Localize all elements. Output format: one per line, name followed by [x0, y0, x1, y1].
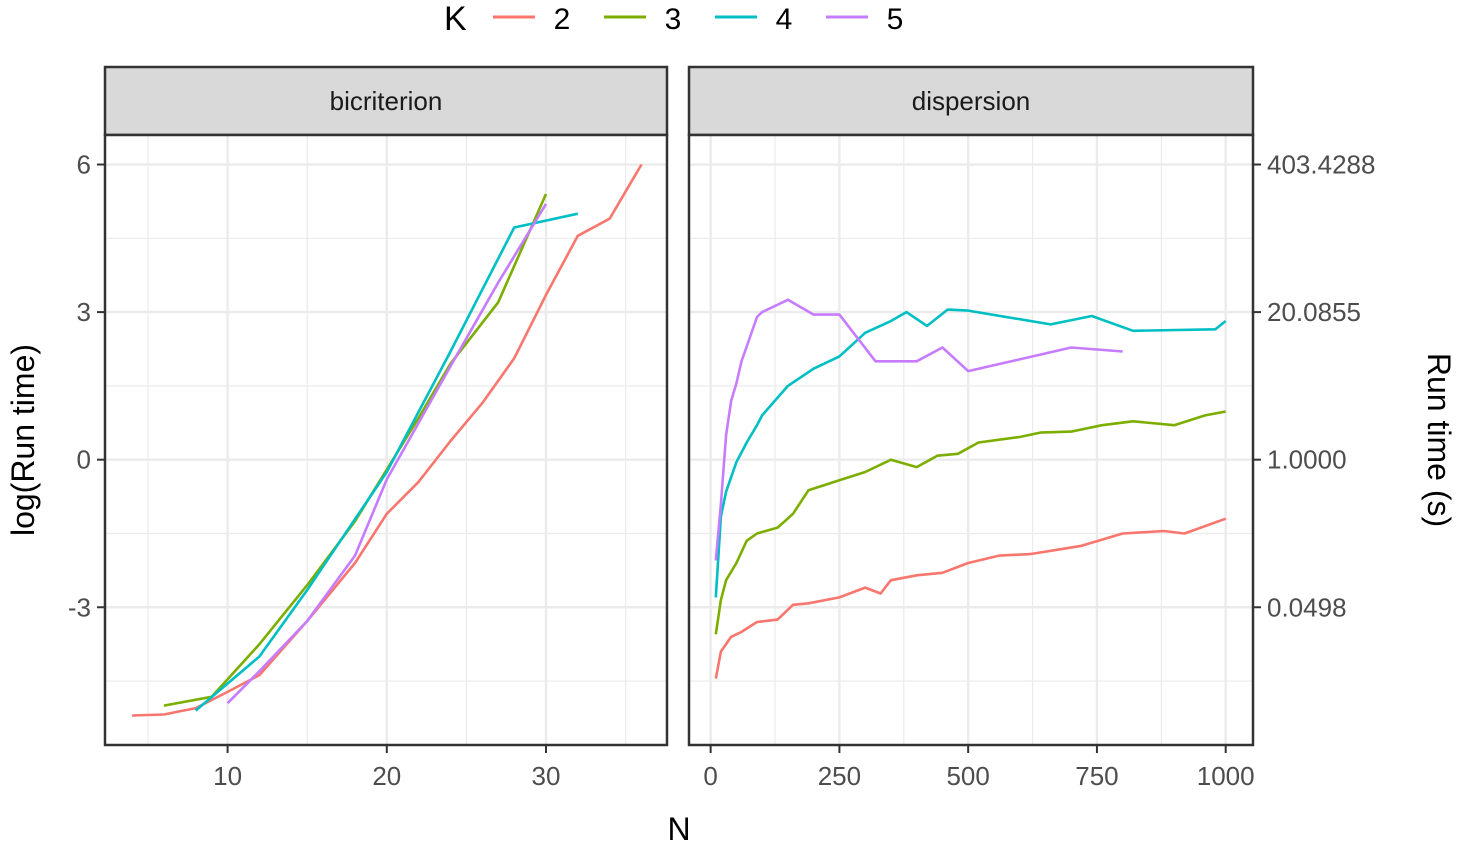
strip-label: bicriterion [330, 86, 443, 116]
x-axis-title: N [667, 811, 690, 842]
legend-label: 4 [776, 3, 793, 36]
strip-header [687, 65, 1255, 137]
series-line-k2 [132, 163, 643, 717]
x-axis: 0 250 500 750 1000 [703, 745, 1255, 791]
legend-label: 3 [665, 3, 682, 36]
x-tick-label: 30 [532, 761, 561, 791]
legend-item-k5: 5 [826, 3, 903, 36]
y-axis-title: log(Run time) [5, 344, 41, 536]
y-secondary-tick-label: 1.0000 [1267, 445, 1347, 475]
gridlines [105, 135, 667, 745]
x-tick-label: 250 [818, 761, 861, 791]
legend-item-k3: 3 [604, 3, 681, 36]
x-tick-label: 500 [946, 761, 989, 791]
x-tick-label: 20 [372, 761, 401, 791]
plot-area [689, 135, 1253, 745]
y-secondary-tick-label: 403.4288 [1267, 150, 1375, 180]
y-tick-label: 0 [77, 445, 91, 475]
legend-item-k2: 2 [493, 3, 570, 36]
y-axis-secondary: 403.4288 20.0855 1.0000 0.0498 [1253, 150, 1375, 622]
legend-label: 2 [554, 3, 571, 36]
series-line-k5 [226, 203, 548, 705]
legend-label: 5 [887, 3, 904, 36]
series-line-k5 [714, 298, 1123, 561]
panel-border [687, 133, 1255, 747]
series-line-k4 [714, 308, 1227, 598]
y-secondary-tick-label: 0.0498 [1267, 592, 1347, 622]
strip-header [103, 65, 669, 137]
x-tick-label: 750 [1075, 761, 1118, 791]
series-lines [714, 298, 1227, 679]
x-tick-label: 1000 [1197, 761, 1255, 791]
y-secondary-tick-label: 20.0855 [1267, 297, 1361, 327]
x-tick-label: 10 [213, 761, 242, 791]
series-lines [132, 163, 643, 717]
series-line-k3 [714, 410, 1226, 635]
y-tick-label: -3 [68, 592, 91, 622]
y-axis: 6 3 0 -3 [68, 150, 105, 622]
y-tick-label: 3 [77, 297, 91, 327]
series-line-k4 [194, 212, 579, 712]
strip-label: dispersion [912, 86, 1031, 116]
legend-item-k4: 4 [715, 3, 792, 36]
y-tick-label: 6 [77, 150, 91, 180]
gridlines [689, 135, 1253, 745]
x-tick-label: 0 [703, 761, 717, 791]
panel-dispersion: dispersion 0 250 500 750 1000 403.4288 20.0855 1… [687, 65, 1375, 791]
legend: K 2 3 4 5 [444, 0, 903, 38]
legend-title: K [444, 0, 467, 38]
x-axis: 10 20 30 [213, 745, 560, 791]
series-line-k2 [714, 517, 1227, 679]
y-axis-secondary-title: Run time (s) [1421, 353, 1457, 527]
